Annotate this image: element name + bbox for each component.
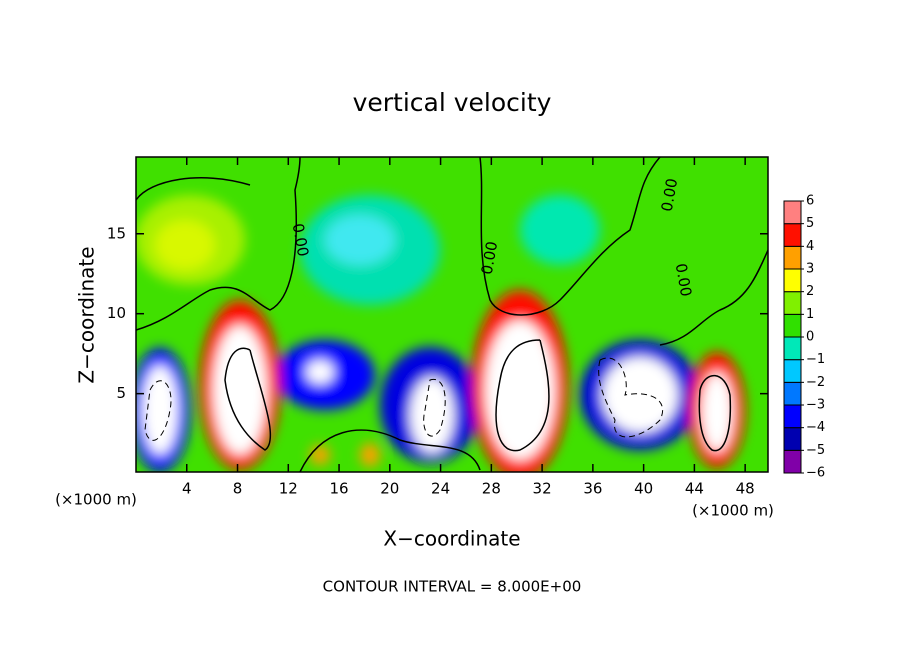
x-tick-label: 44 [685,480,704,498]
contour-label: 0.00 [289,222,313,258]
contour-label: 0.00 [672,262,696,298]
colorbar-tick-label: −1 [806,352,825,367]
colorbar-bin [783,245,802,270]
x-tick-label: 36 [583,480,602,498]
x-tick-label: 28 [482,480,501,498]
contour-label: 0.00 [478,240,502,276]
colorbar-bin [783,359,802,383]
negative-contours [144,357,663,441]
x-tick-label: 4 [182,480,192,498]
x-unit-label: (×1000 m) [692,502,774,520]
x-tick-label: 24 [431,480,450,498]
colorbar-bin [783,336,802,361]
x-tick-label: 48 [736,480,755,498]
footnote: CONTOUR INTERVAL = 8.000E+00 [323,578,582,596]
x-axis-title: X−coordinate [383,527,520,551]
field-shading [136,195,745,472]
colorbar-tick-label: 1 [806,307,814,322]
colorbar-bin [783,381,802,406]
x-tick-label: 12 [279,480,298,498]
colorbar-bin [783,427,802,451]
colorbar-bin [783,449,802,474]
y-tick-label: 5 [116,384,126,402]
plot-frame [135,156,769,473]
colorbar-tick-label: 6 [806,194,814,209]
contour-label: 0.00 [658,177,682,213]
colorbar-tick-label: −4 [806,420,825,435]
colorbar-tick-label: 0 [806,330,814,345]
chart-title: vertical velocity [353,88,552,117]
y-tick-label: 10 [107,304,126,322]
field: 0.00 0.00 0.00 0.00 [136,157,768,472]
colorbar-bin [783,268,802,293]
colorbar-tick-label: −3 [806,398,825,413]
colorbar-tick-label: −2 [806,375,825,390]
contour-lines [136,157,768,472]
x-tick-label: 32 [533,480,552,498]
colorbar-tick-label: 4 [806,239,814,254]
x-tick-label: 20 [380,480,399,498]
y-axis-title: Z−coordinate [75,246,99,383]
y-tick-label: 15 [107,224,126,242]
colorbar-tick-label: −6 [806,466,825,481]
colorbar-bin [783,404,802,429]
colorbar-bin [783,313,802,338]
x-unit-label: (×1000 m) [55,491,137,509]
colorbar-tick-label: −5 [806,443,825,458]
colorbar-bin [783,200,802,225]
x-tick-label: 40 [634,480,653,498]
colorbar-tick-label: 3 [806,262,814,277]
colorbar-tick-label: 5 [806,216,814,231]
colorbar-bin [783,223,802,247]
colorbar-bin [783,291,802,315]
x-tick-label: 8 [233,480,243,498]
x-tick-label: 16 [330,480,349,498]
colorbar-tick-label: 2 [806,284,814,299]
